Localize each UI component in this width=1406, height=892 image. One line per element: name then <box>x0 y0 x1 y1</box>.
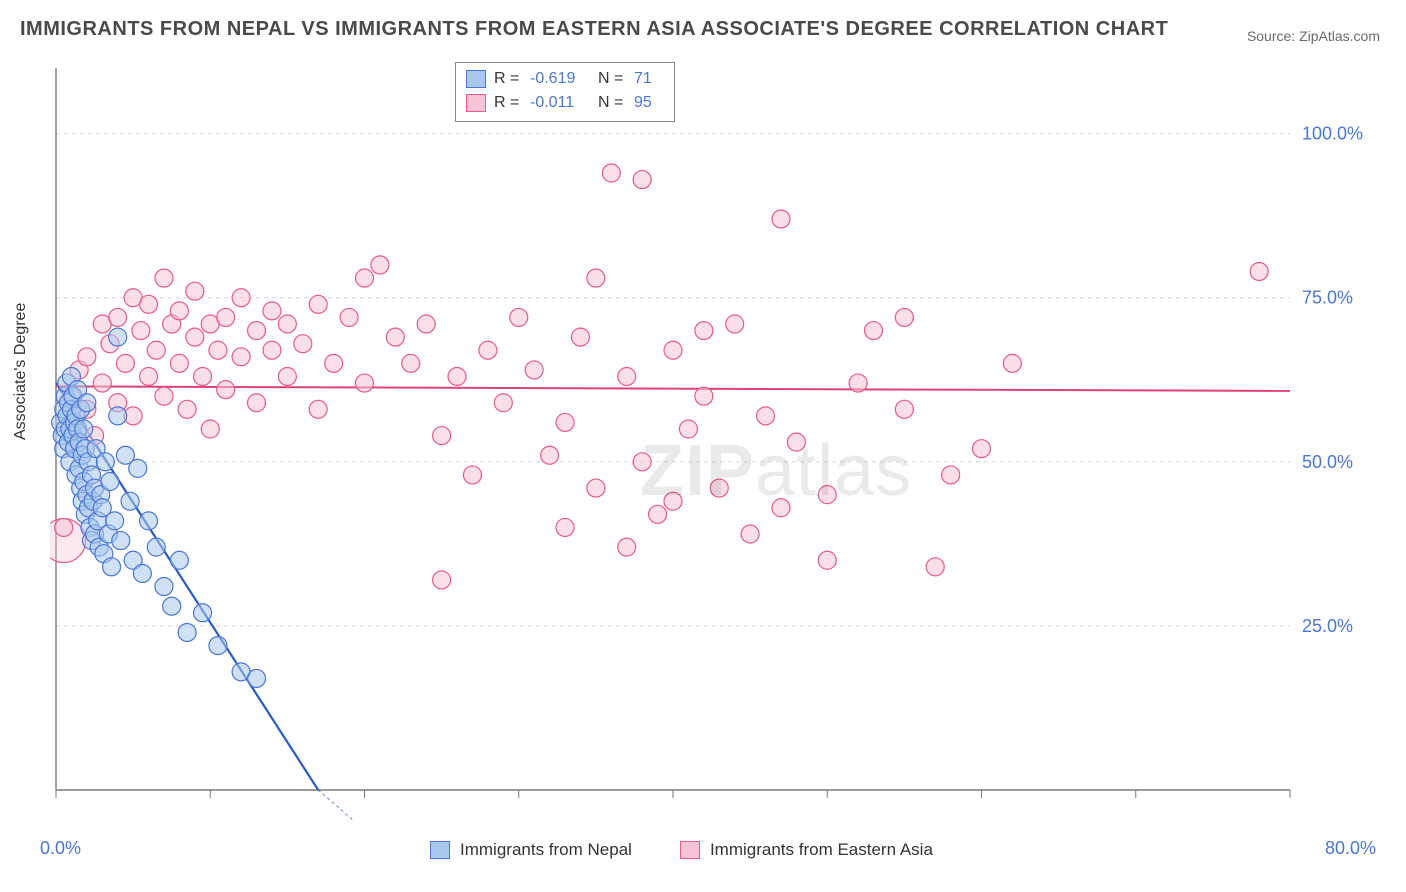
r-label-2: R = <box>494 94 522 112</box>
legend-bottom: Immigrants from Nepal Immigrants from Ea… <box>430 840 933 860</box>
legend-swatch-nepal-bottom <box>430 841 450 859</box>
r-value-2: -0.011 <box>530 94 590 112</box>
svg-text:50.0%: 50.0% <box>1302 452 1353 472</box>
legend-stats-box: R = -0.619 N = 71 R = -0.011 N = 95 <box>455 62 675 122</box>
r-label-1: R = <box>494 70 522 88</box>
x-axis-min-label: 0.0% <box>40 838 81 859</box>
n-label-1: N = <box>598 70 626 88</box>
y-axis-title: Associate's Degree <box>12 303 30 440</box>
chart-title: IMMIGRANTS FROM NEPAL VS IMMIGRANTS FROM… <box>20 18 1168 41</box>
plot-area: 25.0% 50.0% 75.0% 100.0% <box>50 60 1370 820</box>
source-link[interactable]: ZipAtlas.com <box>1299 28 1380 44</box>
scatter-chart: 25.0% 50.0% 75.0% 100.0% <box>50 60 1370 820</box>
legend-label-easia: Immigrants from Eastern Asia <box>710 840 933 860</box>
source-label: Source: <box>1247 28 1299 44</box>
n-label-2: N = <box>598 94 626 112</box>
legend-stats-row-1: R = -0.619 N = 71 <box>466 67 664 91</box>
legend-swatch-easia <box>466 94 486 112</box>
n-value-1: 71 <box>634 70 664 88</box>
legend-swatch-easia-bottom <box>680 841 700 859</box>
n-value-2: 95 <box>634 94 664 112</box>
legend-swatch-nepal <box>466 70 486 88</box>
x-axis-max-label: 80.0% <box>1325 838 1376 859</box>
svg-text:100.0%: 100.0% <box>1302 124 1363 144</box>
svg-text:25.0%: 25.0% <box>1302 616 1353 636</box>
legend-stats-row-2: R = -0.011 N = 95 <box>466 91 664 115</box>
legend-item-nepal: Immigrants from Nepal <box>430 840 632 860</box>
svg-text:75.0%: 75.0% <box>1302 288 1353 308</box>
legend-item-easia: Immigrants from Eastern Asia <box>680 840 933 860</box>
legend-label-nepal: Immigrants from Nepal <box>460 840 632 860</box>
r-value-1: -0.619 <box>530 70 590 88</box>
source-attribution: Source: ZipAtlas.com <box>1247 28 1380 44</box>
